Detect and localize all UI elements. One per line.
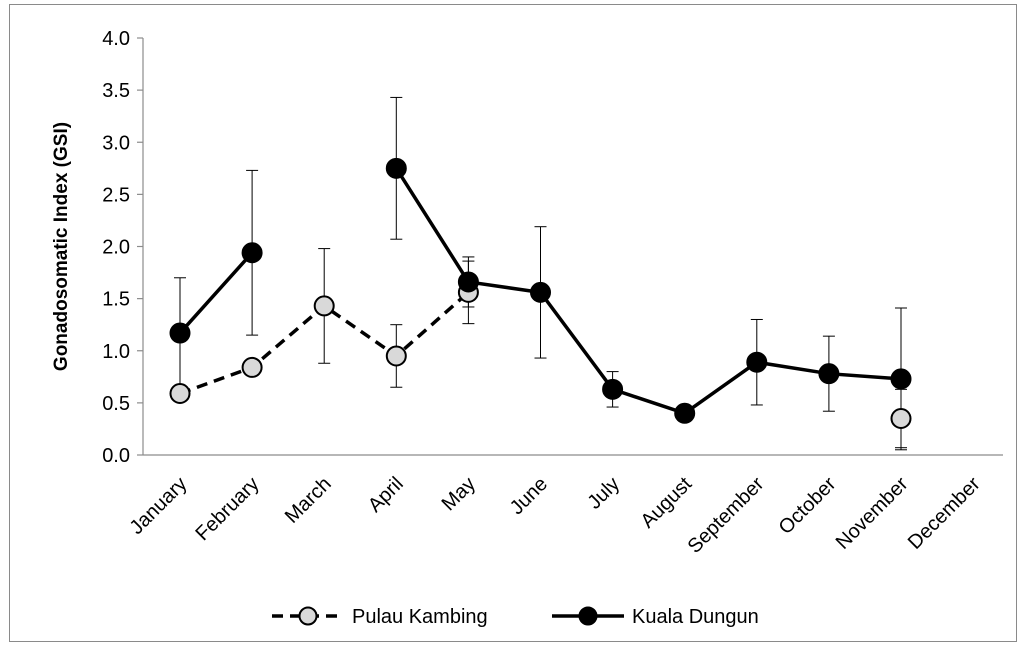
data-point — [746, 351, 768, 373]
legend: Pulau Kambing Kuala Dungun — [272, 606, 759, 628]
y-tick-label: 1.0 — [102, 341, 130, 363]
x-tick-label: February — [191, 473, 263, 545]
x-tick-label: January — [126, 473, 192, 539]
x-tick-label: November — [832, 473, 913, 554]
x-tick-label: May — [438, 473, 480, 515]
y-tick-label: 2.5 — [102, 184, 130, 206]
y-tick-label: 2.0 — [102, 237, 130, 259]
data-point — [457, 271, 479, 293]
y-tick-label: 0.5 — [102, 393, 130, 415]
chart-frame: 0.0 0.5 1.0 1.5 2.0 2.5 3.0 3.5 4.0 January Febru… — [9, 4, 1017, 642]
x-axis: January February March April May June July Augu… — [126, 454, 1003, 558]
legend-marker — [578, 606, 598, 626]
x-tick-label: October — [775, 473, 841, 539]
data-point — [385, 157, 407, 179]
x-tick-label: September — [684, 473, 769, 558]
y-tick-label: 0.0 — [102, 445, 130, 467]
data-point — [241, 356, 263, 378]
data-point — [241, 242, 263, 264]
data-point — [890, 368, 912, 390]
x-tick-label: June — [506, 473, 552, 519]
data-point — [890, 408, 912, 430]
y-axis: 0.0 0.5 1.0 1.5 2.0 2.5 3.0 3.5 4.0 — [102, 28, 144, 467]
data-point — [169, 382, 191, 404]
data-point — [313, 295, 335, 317]
data-point — [385, 345, 407, 367]
gsi-line-chart: 0.0 0.5 1.0 1.5 2.0 2.5 3.0 3.5 4.0 January Febru… — [51, 28, 1003, 628]
legend-marker — [298, 606, 318, 626]
y-tick-label: 4.0 — [102, 28, 130, 50]
legend-label: Kuala Dungun — [632, 606, 759, 628]
y-tick-label: 3.0 — [102, 132, 130, 154]
y-tick-label: 3.5 — [102, 80, 130, 102]
x-tick-label: July — [583, 473, 624, 514]
series-line-1 — [178, 251, 254, 335]
series-line-1 — [394, 167, 902, 416]
x-tick-label: August — [637, 473, 697, 533]
data-point — [602, 378, 624, 400]
y-axis-label: Gonadosomatic Index (GSI) — [51, 122, 72, 371]
data-point — [674, 402, 696, 424]
x-tick-label: April — [364, 473, 408, 517]
data-point — [818, 363, 840, 385]
y-tick-label: 1.5 — [102, 289, 130, 311]
data-point — [530, 281, 551, 303]
legend-label: Pulau Kambing — [352, 606, 488, 628]
data-point — [169, 322, 191, 344]
x-tick-label: December — [904, 473, 985, 554]
plot-area — [169, 96, 912, 451]
x-tick-label: March — [281, 473, 336, 528]
